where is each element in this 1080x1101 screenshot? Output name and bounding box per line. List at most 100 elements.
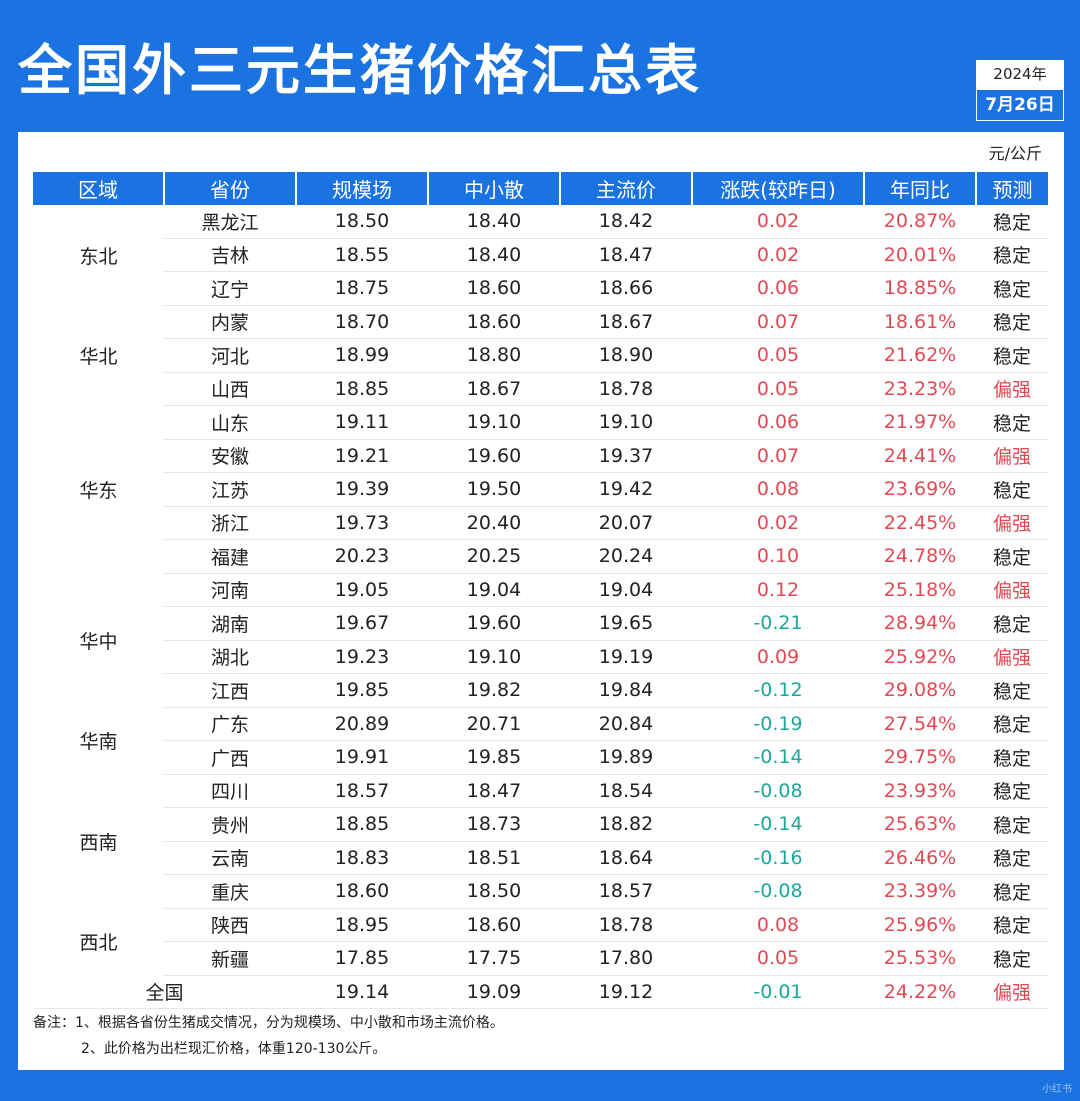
table-row: 江西 19.85 19.82 19.84 -0.12 29.08% 稳定 (33, 673, 1048, 708)
province-cell: 安徽 (164, 439, 296, 473)
province-cell: 山东 (164, 405, 296, 440)
small-farm-price: 17.75 (428, 941, 560, 976)
large-farm-price: 19.05 (296, 573, 428, 607)
yoy-value: 23.23% (864, 372, 976, 406)
province-cell: 浙江 (164, 506, 296, 540)
forecast-value: 稳定 (976, 841, 1048, 875)
main-price: 19.65 (560, 606, 692, 641)
main-price: 19.84 (560, 673, 692, 708)
table-row: 湖北 19.23 19.10 19.19 0.09 25.92% 偏强 (33, 640, 1048, 674)
yoy-value: 25.18% (864, 573, 976, 607)
province-cell: 湖北 (164, 640, 296, 674)
change-value: -0.16 (692, 841, 864, 875)
notes: 备注：1、根据各省份生猪成交情况，分为规模场、中小散和市场主流价格。 2、此价格… (33, 1010, 504, 1062)
large-farm-price: 19.91 (296, 740, 428, 775)
main-price: 18.66 (560, 271, 692, 306)
change-value: 0.02 (692, 205, 864, 239)
change-value: -0.19 (692, 707, 864, 741)
header-large-farm: 规模场 (296, 172, 429, 205)
small-farm-price: 18.80 (428, 338, 560, 373)
change-value: -0.14 (692, 807, 864, 842)
forecast-value: 稳定 (976, 908, 1048, 942)
main-price: 19.37 (560, 439, 692, 473)
large-farm-price: 18.99 (296, 338, 428, 373)
main-price: 18.47 (560, 238, 692, 272)
forecast-value: 稳定 (976, 707, 1048, 741)
small-farm-price: 18.40 (428, 205, 560, 239)
large-farm-price: 18.85 (296, 372, 428, 406)
forecast-value: 稳定 (976, 205, 1048, 239)
large-farm-price: 20.89 (296, 707, 428, 741)
change-value: 0.02 (692, 506, 864, 540)
yoy-value: 24.41% (864, 439, 976, 473)
yoy-value: 23.93% (864, 774, 976, 808)
large-farm-price: 18.57 (296, 774, 428, 808)
small-farm-price: 18.40 (428, 238, 560, 272)
forecast-value: 稳定 (976, 606, 1048, 641)
table-row: 江苏 19.39 19.50 19.42 0.08 23.69% 稳定 (33, 472, 1048, 507)
region-cell: 西北 (79, 932, 118, 954)
small-farm-price: 18.73 (428, 807, 560, 842)
main-price: 19.12 (560, 975, 692, 1009)
forecast-value: 稳定 (976, 807, 1048, 842)
small-farm-price: 19.10 (428, 640, 560, 674)
table-row: 云南 18.83 18.51 18.64 -0.16 26.46% 稳定 (33, 841, 1048, 875)
yoy-value: 28.94% (864, 606, 976, 641)
yoy-value: 25.63% (864, 807, 976, 842)
province-cell: 河南 (164, 573, 296, 607)
forecast-value: 稳定 (976, 271, 1048, 306)
region-cell: 华东 (79, 479, 118, 502)
yoy-value: 24.22% (864, 975, 976, 1009)
table-row: 华南 广东 20.89 20.71 20.84 -0.19 27.54% 稳定 (33, 707, 1048, 753)
yoy-value: 18.85% (864, 271, 976, 306)
province-cell: 新疆 (164, 941, 296, 976)
region-cell: 西南 (79, 831, 118, 854)
table-row: 吉林 18.55 18.40 18.47 0.02 20.01% 稳定 (33, 238, 1048, 272)
large-farm-price: 17.85 (296, 941, 428, 976)
national-row: 全国 19.14 19.09 19.12 -0.01 24.22% 偏强 (33, 975, 1048, 1009)
watermark-logo: 小红书 (1042, 1084, 1072, 1095)
yoy-value: 29.75% (864, 740, 976, 775)
main-price: 20.84 (560, 707, 692, 741)
small-farm-price: 18.67 (428, 372, 560, 406)
table-row: 东北 黑龙江 18.50 18.40 18.42 0.02 20.87% 稳定 (33, 205, 1048, 268)
note-1: 备注：1、根据各省份生猪成交情况，分为规模场、中小散和市场主流价格。 (33, 1015, 504, 1031)
change-value: 0.05 (692, 338, 864, 373)
province-cell: 广西 (164, 740, 296, 775)
large-farm-price: 19.23 (296, 640, 428, 674)
change-value: 0.08 (692, 908, 864, 942)
province-cell: 湖南 (164, 606, 296, 641)
change-value: 0.08 (692, 472, 864, 507)
table-row: 华北 内蒙 18.70 18.60 18.67 0.07 18.61% 稳定 (33, 305, 1048, 368)
small-farm-price: 18.60 (428, 908, 560, 942)
province-cell: 辽宁 (164, 271, 296, 306)
change-value: -0.14 (692, 740, 864, 775)
small-farm-price: 19.09 (428, 975, 560, 1009)
large-farm-price: 20.23 (296, 539, 428, 574)
main-price: 19.04 (560, 573, 692, 607)
forecast-value: 偏强 (976, 640, 1048, 674)
change-value: 0.09 (692, 640, 864, 674)
main-price: 20.07 (560, 506, 692, 540)
province-cell: 福建 (164, 539, 296, 574)
small-farm-price: 18.50 (428, 874, 560, 909)
table-row: 浙江 19.73 20.40 20.07 0.02 22.45% 偏强 (33, 506, 1048, 540)
main-price: 18.54 (560, 774, 692, 808)
header-province: 省份 (164, 172, 297, 205)
table-row: 福建 20.23 20.25 20.24 0.10 24.78% 稳定 (33, 539, 1048, 574)
forecast-value: 偏强 (976, 439, 1048, 473)
small-farm-price: 19.50 (428, 472, 560, 507)
large-farm-price: 19.85 (296, 673, 428, 708)
small-farm-price: 18.60 (428, 305, 560, 339)
province-cell: 内蒙 (164, 305, 296, 339)
province-cell: 广东 (164, 707, 296, 741)
forecast-value: 偏强 (976, 372, 1048, 406)
small-farm-price: 19.04 (428, 573, 560, 607)
page-title: 全国外三元生猪价格汇总表 (18, 39, 702, 102)
yoy-value: 23.69% (864, 472, 976, 507)
province-cell: 吉林 (164, 238, 296, 272)
table-row: 重庆 18.60 18.50 18.57 -0.08 23.39% 稳定 (33, 874, 1048, 909)
large-farm-price: 19.11 (296, 405, 428, 440)
small-farm-price: 20.25 (428, 539, 560, 574)
main-price: 18.78 (560, 908, 692, 942)
